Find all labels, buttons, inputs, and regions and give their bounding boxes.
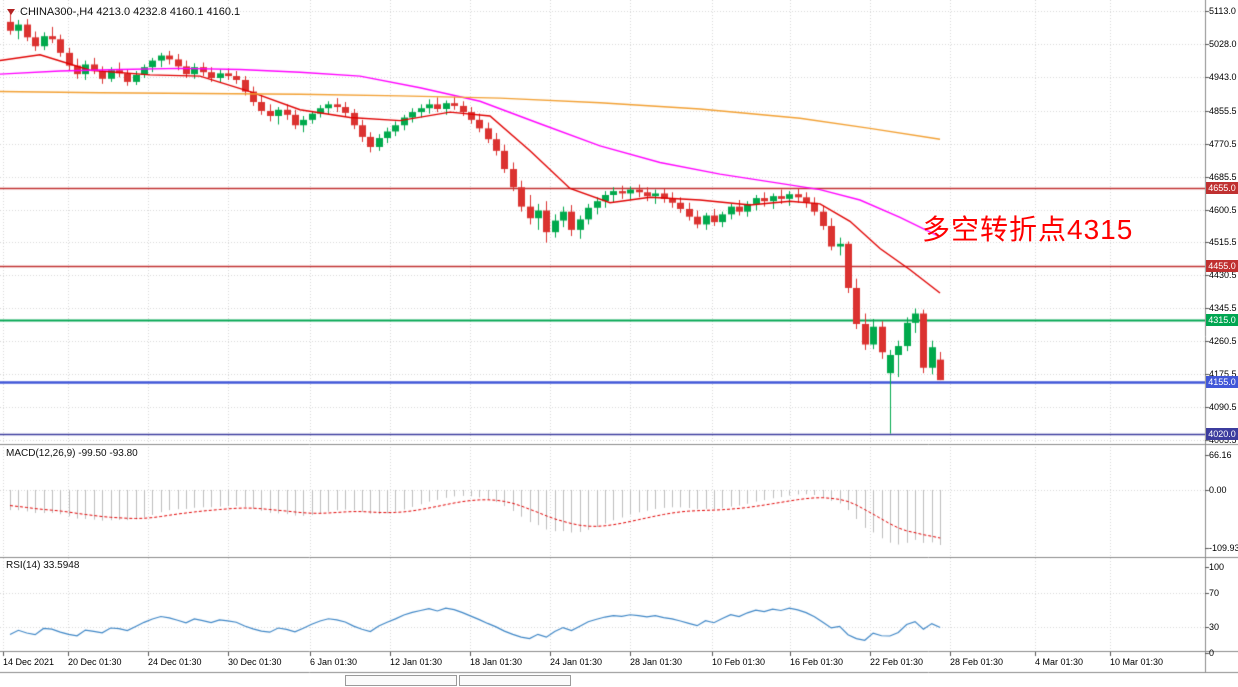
annotation-text[interactable]: 多空转折点4315	[922, 214, 1134, 245]
chart-title-text: CHINA300-,H4 4213.0 4232.8 4160.1 4160.1	[20, 6, 241, 18]
macd-label: MACD(12,26,9) -99.50 -93.80	[6, 448, 138, 459]
rsi-label: RSI(14) 33.5948	[6, 560, 80, 571]
chart-title: CHINA300-,H4 4213.0 4232.8 4160.1 4160.1	[7, 6, 240, 18]
symbol-dropdown-icon[interactable]	[7, 9, 15, 15]
